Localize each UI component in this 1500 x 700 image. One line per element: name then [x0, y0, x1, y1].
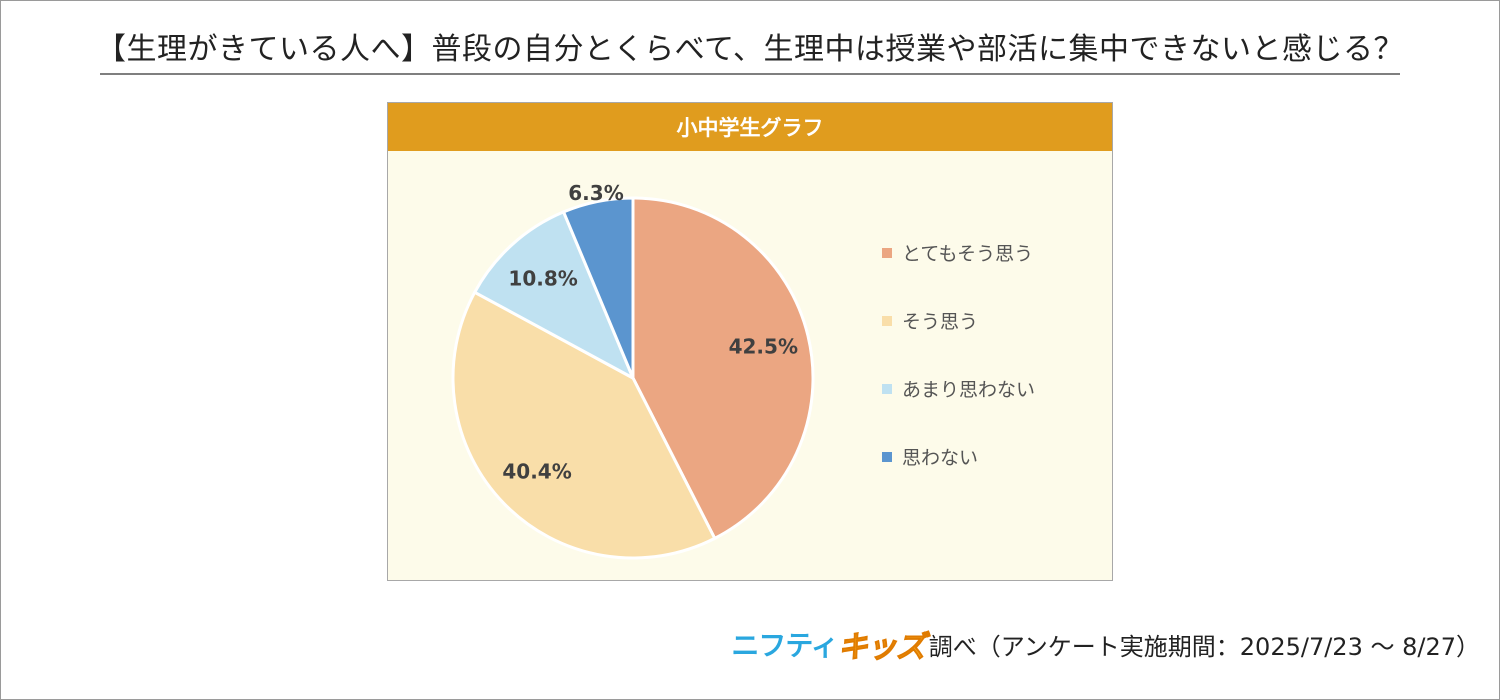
slice-label-2: 40.4%	[502, 460, 571, 484]
slice-label-3: 10.8%	[508, 267, 577, 291]
legend-label-3: あまり思わない	[902, 379, 1035, 401]
pie-slice-1	[631, 196, 815, 541]
slice-label-1: 42.5%	[729, 335, 798, 359]
legend-label-2: そう思う	[902, 311, 978, 333]
page-title: 【生理がきている人へ】普段の自分とくらべて、生理中は授業や部活に集中できないと感…	[96, 32, 1404, 67]
pie-slice-4	[561, 196, 635, 379]
chart-title: 小中学生グラフ	[388, 103, 1112, 151]
legend-label-1: とてもそう思う	[902, 243, 1033, 265]
pie-slices	[451, 196, 815, 560]
title-underline	[100, 73, 1400, 75]
logo-text-nifty: ニフティ	[731, 629, 838, 662]
legend-swatch-1	[882, 248, 892, 258]
pie-chart: 42.5% 40.4% 10.8% 6.3% とてもそう思うそう思うあまり思わない思わ…	[451, 181, 1035, 560]
pie-slice-2	[451, 290, 717, 560]
source-text: 調べ（アンケート実施期間：2025/7/23 ～ 8/27）	[928, 632, 1480, 661]
source-credit: ニフティ キッズ 調べ（アンケート実施期間：2025/7/23 ～ 8/27）	[731, 622, 1480, 666]
pie-slice-labels: 42.5% 40.4% 10.8% 6.3%	[502, 181, 798, 484]
legend-swatch-4	[882, 452, 892, 462]
legend-swatch-2	[882, 316, 892, 326]
legend-label-4: 思わない	[902, 447, 978, 469]
slice-label-4: 6.3%	[568, 181, 623, 205]
pie-slice-3	[472, 209, 637, 382]
chart-panel: 42.5% 40.4% 10.8% 6.3% とてもそう思う そう思うあまり思わない 思わ…	[387, 102, 1113, 581]
legend-swatch-3	[882, 384, 892, 394]
logo-text-kids: キッズ	[837, 630, 926, 666]
nifty-kids-logo: ニフティ キッズ	[731, 622, 926, 666]
